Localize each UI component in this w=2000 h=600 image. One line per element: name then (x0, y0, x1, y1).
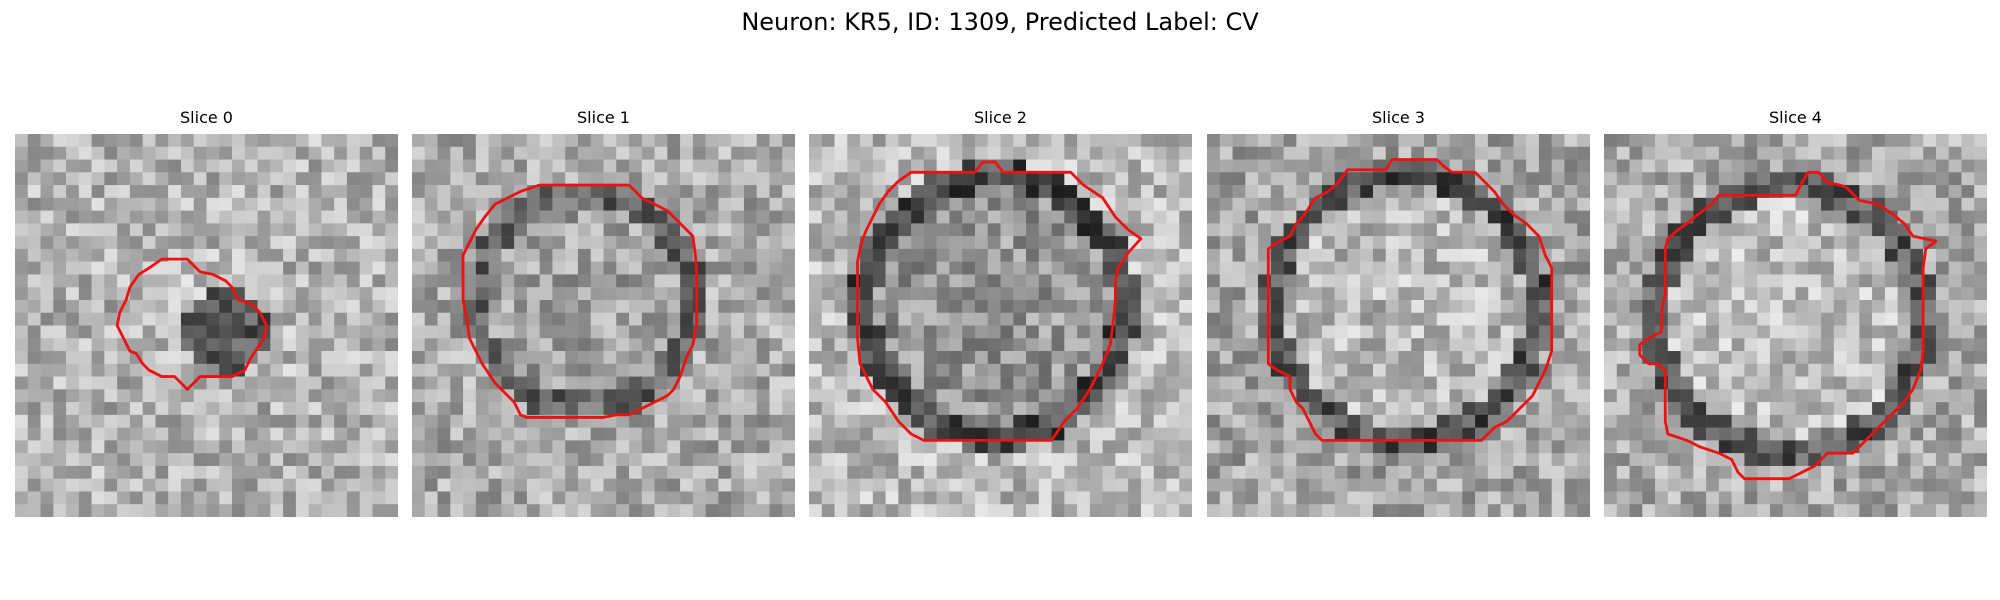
panel-title: Slice 2 (974, 108, 1027, 127)
panel-slice-1: Slice 1 (412, 108, 795, 517)
panel-title: Slice 1 (577, 108, 630, 127)
slice-image (809, 134, 1192, 517)
segmentation-contour (1638, 170, 1938, 481)
grayscale-pixel-grid (1207, 134, 1590, 517)
slice-image (1207, 134, 1590, 517)
panel-title: Slice 4 (1769, 108, 1822, 127)
segmentation-contour (856, 160, 1143, 442)
grayscale-pixel-grid (15, 134, 398, 517)
segmentation-contour (1266, 158, 1554, 442)
slice-image (15, 134, 398, 517)
figure-title: Neuron: KR5, ID: 1309, Predicted Label: … (741, 8, 1259, 36)
grayscale-pixel-grid (1604, 134, 1987, 517)
panel-slice-2: Slice 2 (809, 108, 1192, 517)
slice-image (1604, 134, 1987, 517)
panel-slice-4: Slice 4 (1604, 108, 1987, 517)
segmentation-contour (115, 257, 268, 391)
panel-slice-3: Slice 3 (1207, 108, 1590, 517)
slice-image (412, 134, 795, 517)
panel-title: Slice 0 (180, 108, 233, 127)
segmentation-contour (461, 183, 699, 419)
grayscale-pixel-grid (809, 134, 1192, 517)
grayscale-pixel-grid (412, 134, 795, 517)
panel-slice-0: Slice 0 (15, 108, 398, 517)
panel-title: Slice 3 (1372, 108, 1425, 127)
